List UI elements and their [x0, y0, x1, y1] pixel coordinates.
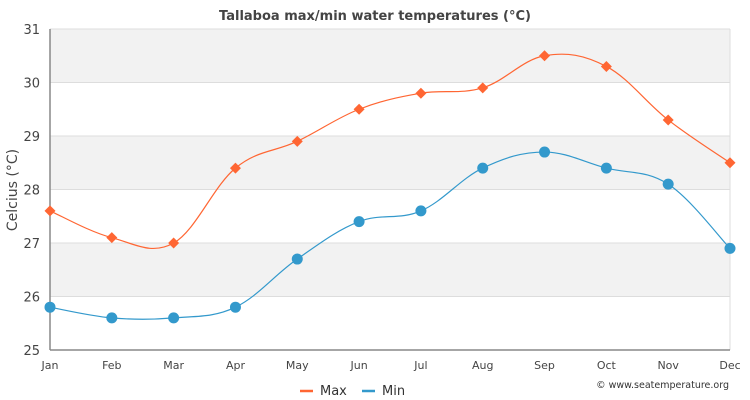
- data-point-min[interactable]: [229, 301, 241, 313]
- data-point-max[interactable]: [600, 60, 612, 72]
- band: [50, 29, 730, 83]
- x-tick-label: Sep: [534, 359, 555, 372]
- x-tick-label: May: [286, 359, 309, 372]
- x-tick-label: Oct: [597, 359, 617, 372]
- data-point-min[interactable]: [353, 216, 365, 228]
- band: [50, 82, 730, 136]
- data-point-max[interactable]: [353, 103, 365, 115]
- x-axis-ticks: Jan Feb Mar Apr May Jun Jul Aug Sep Oct Nov Dec: [41, 359, 741, 372]
- legend-min-label[interactable]: Min: [382, 384, 405, 399]
- data-point-max[interactable]: [724, 157, 736, 169]
- data-point-min[interactable]: [168, 312, 180, 324]
- data-point-max[interactable]: [106, 232, 118, 244]
- y-axis-ticks: 25 26 27 28 29 30 31: [23, 23, 40, 359]
- y-tick-label: 28: [23, 184, 40, 199]
- data-point-max[interactable]: [229, 162, 241, 174]
- data-point-min[interactable]: [539, 146, 551, 158]
- series-group: [44, 50, 736, 324]
- x-tick-label: Mar: [163, 359, 184, 372]
- data-point-max[interactable]: [168, 237, 180, 249]
- y-tick-label: 29: [23, 130, 40, 145]
- y-tick-label: 31: [23, 23, 40, 38]
- x-tick-label: Aug: [472, 359, 493, 372]
- data-point-min[interactable]: [477, 162, 489, 174]
- y-tick-label: 27: [23, 237, 40, 252]
- series-min: [44, 146, 736, 324]
- x-tick-label: Apr: [226, 359, 246, 372]
- y-tick-label: 30: [23, 77, 40, 92]
- data-point-max[interactable]: [291, 135, 303, 147]
- data-point-min[interactable]: [600, 162, 612, 174]
- data-point-min[interactable]: [291, 253, 303, 265]
- data-point-max[interactable]: [662, 114, 674, 126]
- legend-max-label[interactable]: Max: [320, 384, 347, 399]
- data-point-max[interactable]: [44, 205, 56, 217]
- data-point-max[interactable]: [415, 87, 427, 99]
- x-tick-label: Dec: [719, 359, 740, 372]
- data-point-min[interactable]: [724, 242, 736, 254]
- series-max: [44, 50, 736, 250]
- chart-title: Tallaboa max/min water temperatures (°C): [219, 9, 531, 24]
- data-point-max[interactable]: [539, 50, 551, 62]
- y-tick-label: 26: [23, 291, 40, 306]
- data-point-min[interactable]: [44, 301, 56, 313]
- x-tick-label: Jul: [413, 359, 427, 372]
- band: [50, 243, 730, 297]
- y-axis-label: Celcius (°C): [5, 149, 21, 231]
- band: [50, 136, 730, 190]
- x-tick-label: Feb: [102, 359, 121, 372]
- data-point-min[interactable]: [415, 205, 427, 217]
- x-tick-label: Nov: [657, 359, 679, 372]
- data-point-min[interactable]: [106, 312, 118, 324]
- data-point-min[interactable]: [662, 178, 674, 190]
- x-tick-label: Jan: [41, 359, 59, 372]
- legend: Max Min: [300, 384, 405, 399]
- band: [50, 296, 730, 350]
- x-tick-label: Jun: [349, 359, 367, 372]
- data-point-max[interactable]: [477, 82, 489, 94]
- gridlines: [50, 28, 731, 350]
- background-bands: [50, 29, 730, 350]
- y-tick-label: 25: [23, 344, 40, 359]
- credit-text[interactable]: © www.seatemperature.org: [596, 380, 729, 391]
